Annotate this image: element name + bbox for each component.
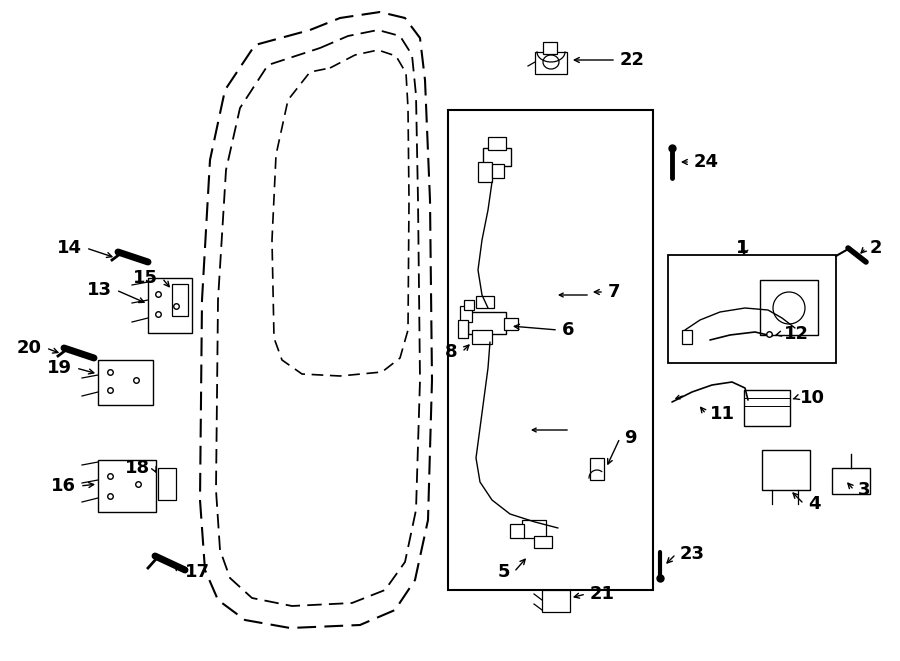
Bar — [534, 536, 552, 548]
Bar — [158, 468, 176, 500]
Text: 12: 12 — [784, 325, 809, 343]
Text: 14: 14 — [57, 239, 82, 257]
Bar — [762, 450, 810, 490]
Bar — [460, 306, 472, 322]
Text: 13: 13 — [87, 281, 112, 299]
Text: 23: 23 — [680, 545, 705, 563]
Text: 22: 22 — [620, 51, 645, 69]
Bar — [478, 162, 492, 182]
Bar — [590, 458, 604, 480]
Bar — [488, 137, 506, 150]
Bar — [542, 590, 570, 612]
Text: 1: 1 — [736, 239, 748, 257]
Text: 1: 1 — [736, 239, 748, 257]
Bar — [760, 280, 818, 335]
Text: 5: 5 — [498, 563, 510, 581]
Text: 15: 15 — [133, 269, 158, 287]
Bar — [832, 468, 870, 494]
Text: 7: 7 — [608, 283, 620, 301]
Bar — [98, 360, 153, 405]
Bar — [543, 42, 557, 54]
Bar — [472, 330, 492, 344]
Bar — [522, 520, 546, 538]
Bar — [483, 148, 511, 166]
Text: 10: 10 — [800, 389, 825, 407]
Bar — [448, 110, 653, 590]
Bar — [535, 52, 567, 74]
Text: 17: 17 — [185, 563, 210, 581]
Bar — [492, 164, 504, 178]
Bar — [172, 284, 188, 316]
Text: 3: 3 — [858, 481, 870, 499]
Bar — [476, 296, 494, 308]
Bar — [468, 312, 506, 334]
Bar — [504, 318, 518, 330]
Text: 9: 9 — [624, 429, 636, 447]
Text: 2: 2 — [870, 239, 883, 257]
Bar — [510, 524, 524, 538]
Text: 4: 4 — [808, 495, 821, 513]
Text: 11: 11 — [710, 405, 735, 423]
Bar — [682, 330, 692, 344]
Text: 21: 21 — [590, 585, 615, 603]
Text: 24: 24 — [694, 153, 719, 171]
Text: 8: 8 — [446, 343, 458, 361]
Bar — [464, 300, 474, 310]
Bar — [744, 390, 790, 426]
Bar — [458, 320, 468, 338]
Text: 18: 18 — [125, 459, 150, 477]
Bar — [668, 255, 836, 363]
Bar — [98, 460, 156, 512]
Text: 19: 19 — [47, 359, 72, 377]
Text: 20: 20 — [17, 339, 42, 357]
Text: 6: 6 — [562, 321, 574, 339]
Bar — [148, 278, 192, 333]
Text: 16: 16 — [51, 477, 76, 495]
